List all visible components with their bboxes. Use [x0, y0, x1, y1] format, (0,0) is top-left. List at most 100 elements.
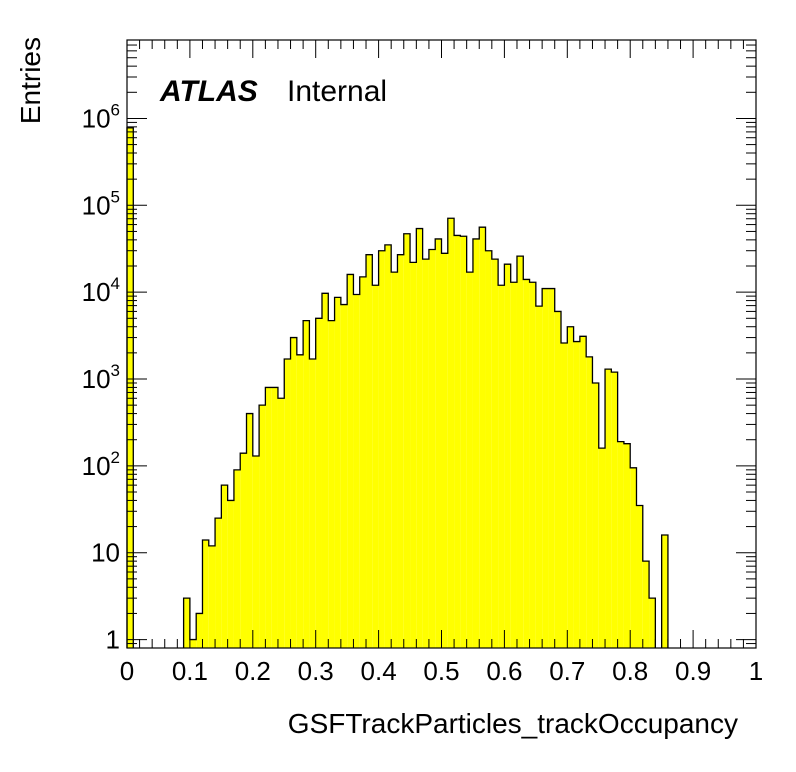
histogram-bin	[504, 264, 511, 648]
histogram-bin	[196, 613, 203, 648]
y-tick-label: 103	[82, 361, 120, 394]
histogram-bin	[233, 469, 241, 648]
histogram-bin	[554, 311, 562, 648]
histogram-bin	[265, 387, 272, 648]
x-tick-label: 0.9	[675, 656, 711, 686]
y-tick-label: 104	[82, 274, 120, 307]
histogram-bin	[472, 238, 480, 648]
histogram-bin	[416, 228, 423, 648]
x-tick-label: 1	[749, 656, 763, 686]
histogram-bin	[410, 262, 417, 648]
histogram-bin	[454, 235, 461, 649]
histogram-bin	[586, 356, 593, 648]
histogram-bin	[309, 358, 316, 648]
histogram-bin	[328, 320, 335, 648]
histogram-bin	[240, 453, 247, 648]
x-axis-label: GSFTrackParticles_trackOccupancy	[288, 708, 738, 739]
histogram-bin	[579, 336, 587, 648]
histogram-bin	[630, 467, 637, 648]
histogram-bin	[340, 304, 348, 648]
histogram-bin	[246, 413, 253, 648]
histogram-bin	[284, 358, 291, 648]
x-tick-label: 0.2	[235, 656, 271, 686]
histogram-bin	[321, 293, 329, 648]
x-tick-label: 0.4	[361, 656, 397, 686]
x-tick-label: 0.3	[298, 656, 334, 686]
histogram-bin	[403, 233, 411, 649]
internal-label: Internal	[287, 75, 387, 108]
x-tick-label: 0.7	[549, 656, 585, 686]
histogram-bin	[605, 369, 612, 648]
histogram-bin	[202, 540, 209, 648]
y-tick-label: 1	[106, 625, 120, 655]
histogram-bin	[303, 320, 310, 648]
histogram-bin	[397, 254, 404, 648]
histogram-bin	[611, 372, 618, 648]
histogram-bin	[366, 254, 373, 648]
histogram-bin	[523, 279, 530, 648]
histogram-bin	[623, 443, 631, 648]
histogram-bin	[334, 297, 341, 648]
histogram-bin	[277, 398, 285, 648]
histogram-bin	[271, 387, 278, 648]
histogram-bin	[535, 306, 543, 648]
y-axis-label: Entries	[15, 37, 46, 124]
y-tick-label: 105	[82, 187, 120, 220]
histogram-bin	[290, 337, 297, 648]
histogram-bin	[296, 354, 304, 648]
histogram-bin	[215, 518, 222, 648]
histogram-bin	[189, 639, 197, 648]
histogram-bin	[460, 236, 467, 649]
histogram-bin	[252, 455, 260, 648]
histogram-bin	[391, 272, 398, 648]
histogram-bin	[617, 441, 624, 648]
histogram-bin	[542, 288, 549, 648]
histogram-bin	[372, 285, 379, 648]
histogram-bin	[422, 259, 429, 648]
histogram-bin	[378, 250, 385, 648]
x-tick-labels: 0 0.1 0.2 0.3 0.4 0.5 0.6 0.7 0.8 0.9 1	[120, 656, 763, 686]
histogram-bin	[649, 598, 656, 648]
x-tick-label: 0.6	[486, 656, 522, 686]
x-tick-label: 0	[120, 656, 134, 686]
histogram-bin	[435, 238, 442, 648]
histogram-bin	[561, 342, 568, 648]
histogram-bin	[353, 294, 360, 648]
histogram-bin	[529, 282, 536, 648]
histogram-bin	[359, 276, 367, 648]
x-tick-label: 0.1	[172, 656, 208, 686]
histogram-bars	[127, 127, 668, 649]
x-tick-label: 0.5	[423, 656, 459, 686]
histogram-bin	[598, 448, 606, 648]
histogram-bin	[227, 500, 234, 648]
histogram-bin	[661, 534, 668, 648]
histogram-bin	[510, 282, 517, 648]
histogram-bin	[466, 272, 473, 648]
y-tick-labels: 1 10 102 103 104 105 106	[82, 100, 120, 654]
histogram-bin	[447, 218, 455, 648]
histogram-bin	[498, 285, 505, 648]
atlas-label: ATLAS	[159, 75, 258, 108]
histogram-bin	[636, 505, 643, 648]
histogram-bin	[384, 244, 392, 649]
histogram-bin	[485, 250, 492, 648]
y-tick-label: 106	[82, 100, 120, 133]
x-tick-label: 0.8	[612, 656, 648, 686]
histogram-bin	[347, 274, 354, 648]
histogram-bin	[548, 288, 555, 648]
histogram-bin	[573, 341, 580, 648]
histogram-bin	[516, 256, 524, 648]
histogram-bin	[208, 545, 216, 648]
histogram-bin	[183, 598, 190, 648]
histogram-bin	[491, 259, 499, 648]
axis-ticks	[126, 39, 757, 649]
histogram-bin	[567, 326, 574, 648]
histogram-bin	[592, 382, 599, 648]
histogram-bin	[428, 249, 436, 648]
histogram-bin	[441, 253, 448, 648]
histogram-bin	[259, 405, 266, 648]
histogram-bin	[479, 227, 486, 648]
histogram-bin	[315, 318, 322, 648]
histogram-bin	[642, 561, 650, 648]
